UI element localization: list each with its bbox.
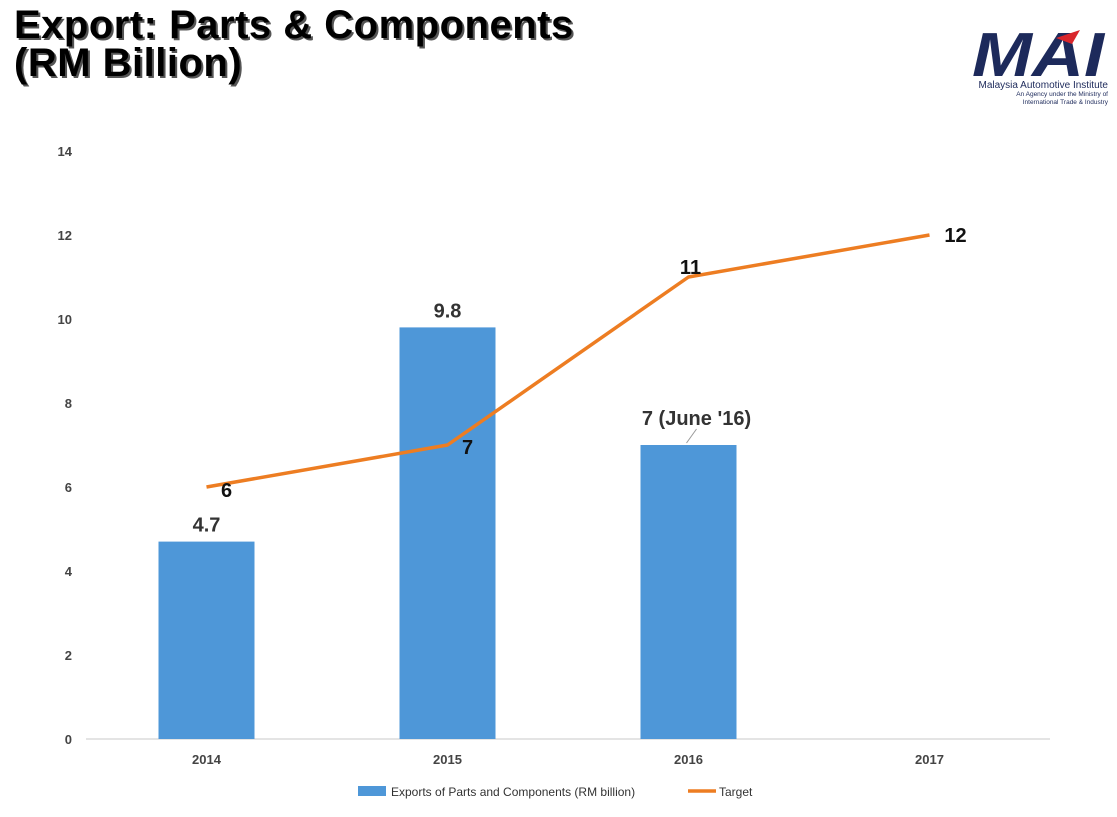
bar-2014	[158, 541, 255, 739]
target-label-2015: 7	[462, 437, 473, 459]
logo-wordmark: MAI	[972, 21, 1106, 90]
y-tick-label-2: 2	[65, 648, 72, 663]
logo-accent-swoosh	[1056, 30, 1080, 44]
x-tick-label-2015: 2015	[433, 752, 462, 767]
logo-tagline-1: An Agency under the Ministry of	[1016, 91, 1108, 98]
bar-label-leader-2016	[686, 428, 697, 444]
target-label-2017: 12	[944, 225, 966, 247]
y-tick-label-4: 4	[65, 564, 73, 579]
bar-2016	[640, 445, 737, 739]
target-label-2016: 11	[680, 257, 701, 279]
logo-subtitle: Malaysia Automotive Institute An Agency …	[968, 80, 1108, 107]
legend-swatch-exports	[358, 786, 386, 796]
y-tick-label-12: 12	[58, 228, 72, 243]
y-tick-label-10: 10	[58, 312, 72, 327]
mai-logo: MAI	[972, 21, 1106, 90]
legend-label-exports: Exports of Parts and Components (RM bill…	[391, 785, 635, 799]
bar-label-2014: 4.7	[193, 515, 221, 537]
title-line-1: Export: Parts & Components	[14, 3, 574, 47]
logo-tagline-2: International Trade & Industry	[1022, 99, 1108, 106]
target-label-2014: 6	[221, 480, 232, 502]
bar-label-2016: 7 (June '16)	[642, 408, 751, 430]
logo-org-name: Malaysia Automotive Institute	[978, 80, 1108, 91]
y-tick-label-6: 6	[65, 480, 72, 495]
x-tick-label-2016: 2016	[674, 752, 703, 767]
target-line	[206, 233, 930, 489]
y-tick-label-8: 8	[65, 396, 72, 411]
bar-label-2015: 9.8	[434, 300, 462, 322]
legend-label-target: Target	[719, 785, 753, 799]
x-tick-label-2017: 2017	[915, 752, 944, 767]
y-tick-label-0: 0	[65, 732, 72, 747]
y-tick-label-14: 14	[58, 144, 73, 159]
bar-2015	[399, 327, 496, 739]
title-line-2: (RM Billion)	[14, 41, 243, 85]
x-tick-label-2014: 2014	[192, 752, 222, 767]
page-title: Export: Parts & Components (RM Billion)	[14, 3, 574, 85]
